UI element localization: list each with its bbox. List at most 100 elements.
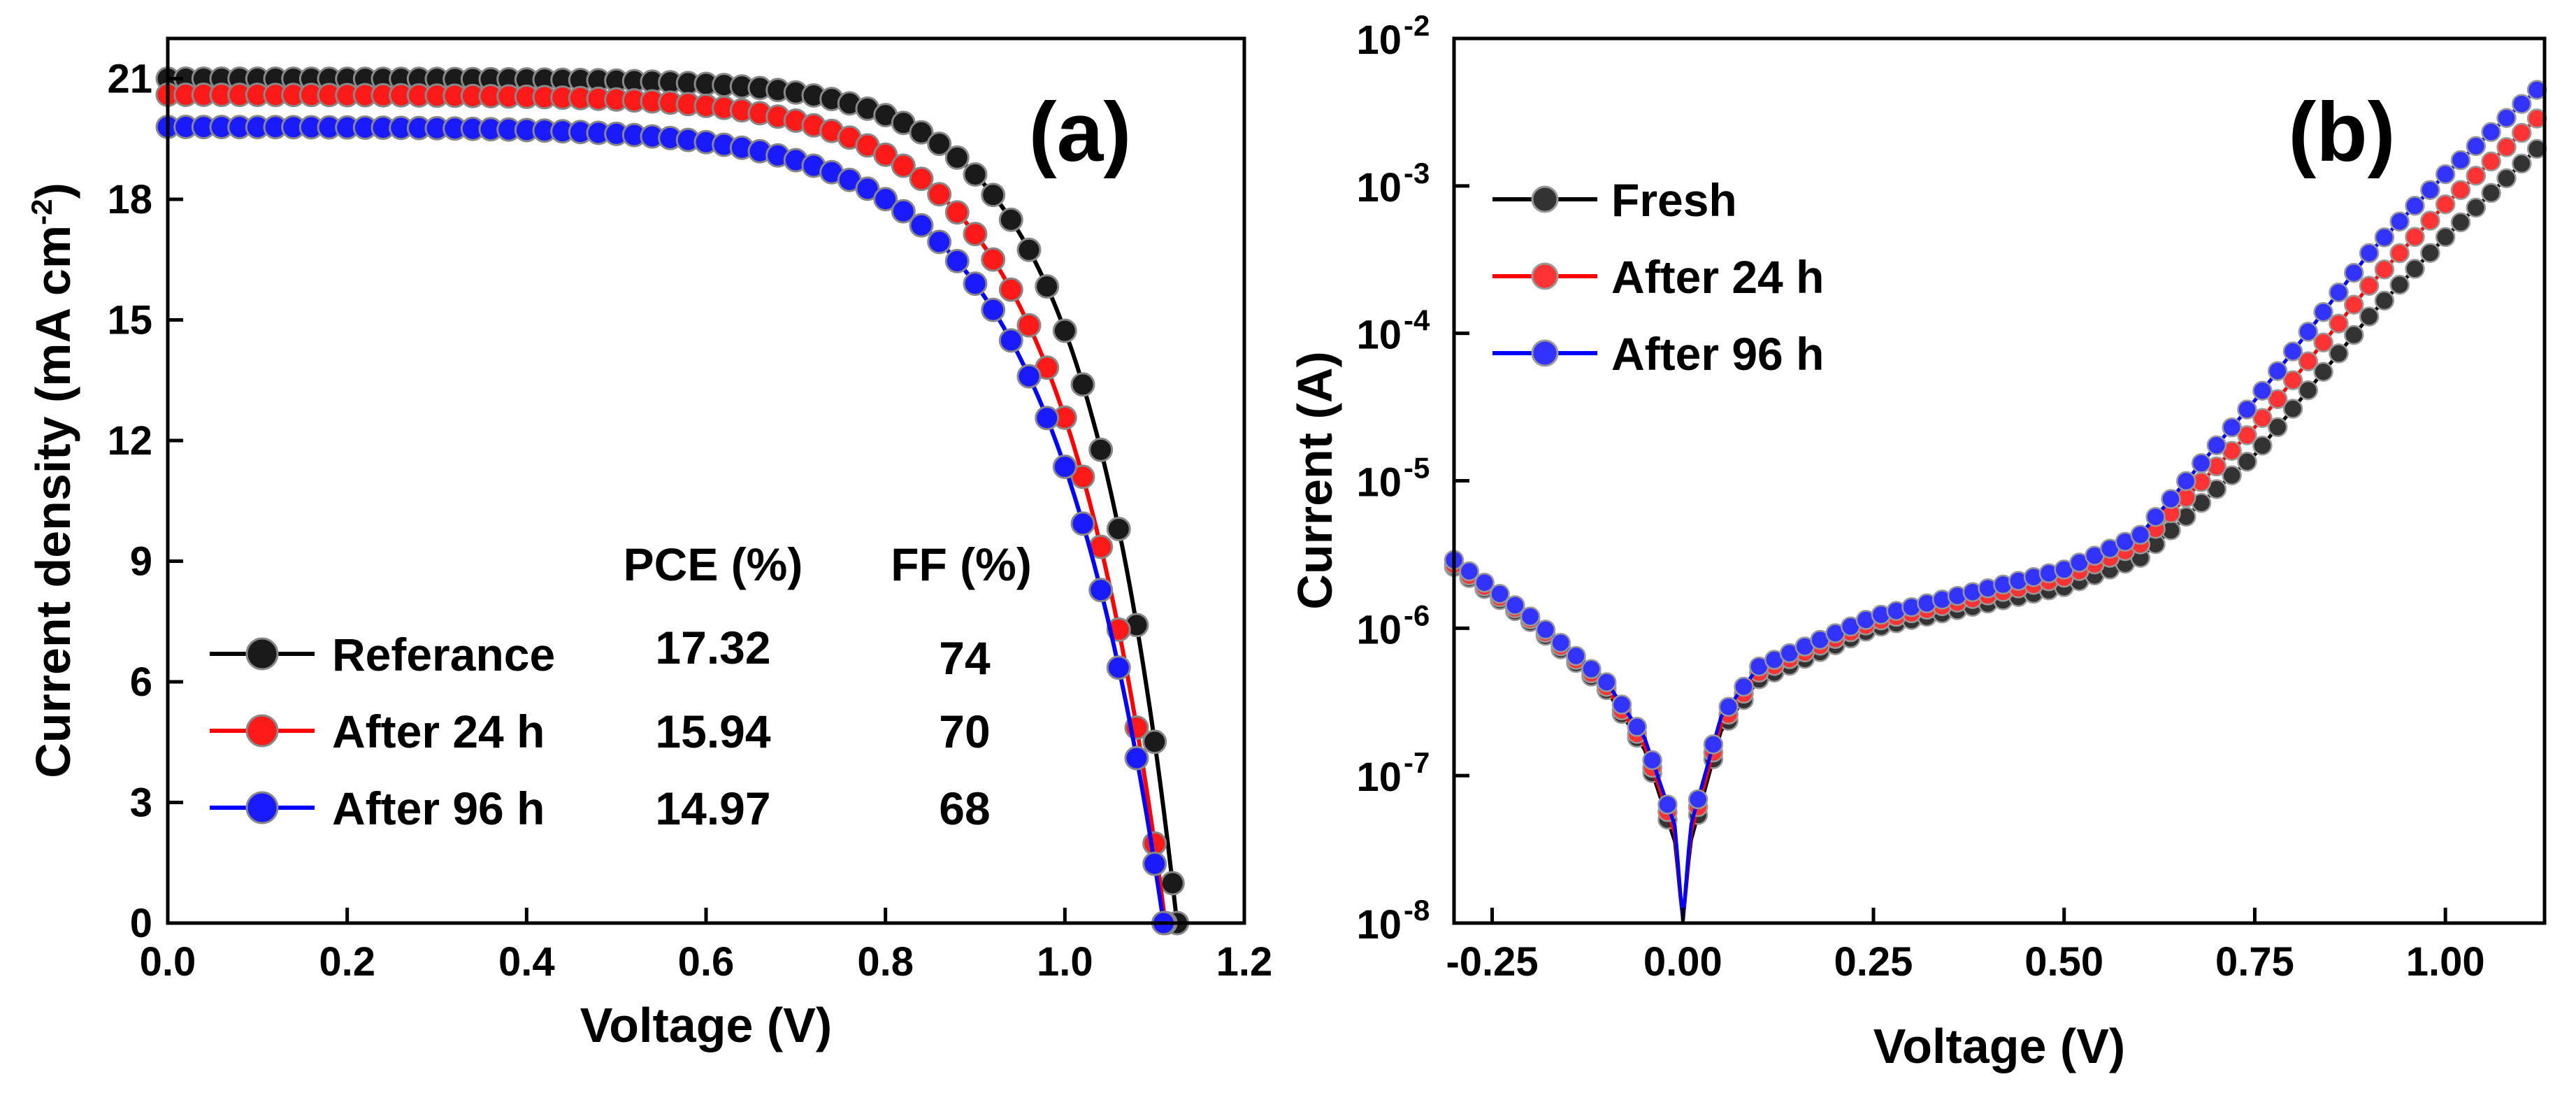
panel-b-y-tick-exp: -8 [1404,894,1430,927]
panel-b-series-2 [1444,80,2547,921]
panel-b-y-tick-base: 10 [1356,17,1402,63]
panel-b-data-point [2267,389,2288,409]
panel-a-data-point [1052,455,1077,479]
panel-a-data-point [981,247,1006,272]
panel-a-data-point [1035,406,1060,431]
panel-b-data-point [2496,108,2517,128]
panel-b-data-point [2329,343,2349,364]
panel-b-data-point [2466,166,2487,186]
panel-a-legend-marker [245,714,279,748]
panel-a-data-point [927,182,952,207]
panel-b-series-0 [1444,138,2547,921]
panel-a-data-point [1088,578,1114,603]
panel-b-data-point [2161,489,2181,509]
panel-b-data-point [1718,696,1739,717]
panel-a-y-tick-label: 21 [107,57,152,102]
panel-b-data-point [2313,362,2333,382]
panel-b-data-point [2222,417,2242,438]
panel-a-data-point [944,248,970,273]
panel-b-data-point [2481,183,2501,203]
panel-b-data-point [2450,212,2471,233]
panel-b-data-point [2298,322,2319,342]
panel-a-series-0 [155,66,1190,936]
panel-b-data-point [2313,332,2333,352]
panel-b-data-point [1611,694,1632,715]
panel-b-x-tick-label: 0.25 [1834,939,1913,985]
panel-b-label: (b) [2288,85,2395,179]
pce-value: 14.97 [655,783,770,834]
panel-a-legend-marker [245,791,279,824]
panel-b-y-tick-base: 10 [1356,902,1402,948]
panel-b-data-point [2344,324,2364,345]
panel-b-data-point [2405,259,2425,279]
panel-b-data-point [2282,399,2303,419]
panel-a-data-point [998,277,1023,302]
panel-b-legend-marker [1531,262,1559,290]
panel-b-data-point [2420,180,2440,200]
panel-b-y-tick-exp: -4 [1404,304,1430,337]
panel-a-data-point [1016,237,1042,262]
panel-b-data-point [2344,262,2364,283]
panel-b-y-tick-exp: -3 [1404,157,1430,190]
ff-value: 70 [939,706,990,757]
panel-a-y-tick-label: 15 [107,298,152,343]
panel-b-y-tick-label: 10 [1356,755,1402,800]
panel-a-legend-marker [245,637,279,671]
panel-b-data-point [1642,750,1662,771]
panel-a-x-axis-label: Voltage (V) [580,998,832,1052]
panel-a-data-point [909,166,934,192]
panel-b-data-point [1566,645,1586,666]
panel-b-data-point [2405,196,2425,216]
panel-b-data-point [2481,151,2501,172]
panel-b-data-point [2512,94,2532,114]
panel-b-data-point [2466,197,2487,218]
panel-b-data-point [1505,595,1525,615]
panel-a-data-point [981,183,1006,208]
panel-b-data-point [2344,294,2364,315]
panel-a-data-point [1142,729,1167,755]
panel-b-y-tick-exp: -7 [1404,746,1430,779]
panel-a-data-point [1070,372,1095,397]
panel-b-data-point [2405,227,2425,248]
panel-a-x-tick-label: 0.0 [140,939,196,985]
panel-b-y-tick-label: 10 [1356,460,1402,506]
panel-a-y-tick-label: 9 [130,539,152,585]
panel-a-y-axis-label-sup: -2 [25,199,58,225]
panel-a-data-point [1016,364,1042,389]
panel-b-data-point [2389,243,2410,264]
panel-a-x-tick-label: 0.4 [498,939,555,985]
panel-b-data-point [2450,180,2471,200]
panel-b-data-point [2420,243,2440,263]
panel-b-y-tick-exp: -6 [1404,599,1430,631]
panel-b-data-point [2512,153,2532,174]
pce-value: 17.32 [655,622,770,673]
ff-value: 74 [939,632,991,684]
panel-a-data-point [1106,517,1131,541]
panel-b-y-tick-base: 10 [1356,165,1402,210]
panel-b-data-point [1490,584,1510,604]
panel-b-data-point [2389,211,2410,232]
panel-a-data-point [963,162,988,187]
panel-b-legend: Fresh After 24 h After 96 h [1492,174,1824,380]
panel-b-data-point [2496,137,2517,157]
panel-a-y-tick-label: 3 [130,780,152,826]
ff-value: 68 [939,783,990,834]
panel-b-x-tick-label: 1.00 [2406,939,2485,985]
panel-a-series-1 [155,83,1178,936]
panel-b-data-point [2374,227,2395,248]
panel-b-y-tick-label: 10 [1356,17,1402,63]
panel-b-data-point [2512,122,2532,143]
panel-a-label: (a) [1029,85,1132,179]
panel-a-y-tick-label: 6 [130,659,152,705]
panel-a-data-point [1106,655,1131,680]
panel-b-x-axis-label: Voltage (V) [1873,1019,2125,1073]
panel-a-data-point [927,131,952,157]
panel-a-data-point [1088,437,1114,462]
panel-b-data-point [2298,351,2319,371]
panel-a-data-point [1016,313,1042,338]
panel-a-legend: Referance 17.32 74 After 24 h 15.94 70 After 9… [210,622,991,834]
panel-a-x-tick-label: 1.0 [1037,939,1093,985]
panel-b-y-tick-base: 10 [1356,607,1402,652]
panel-b-y-tick-label: 10 [1356,313,1402,358]
